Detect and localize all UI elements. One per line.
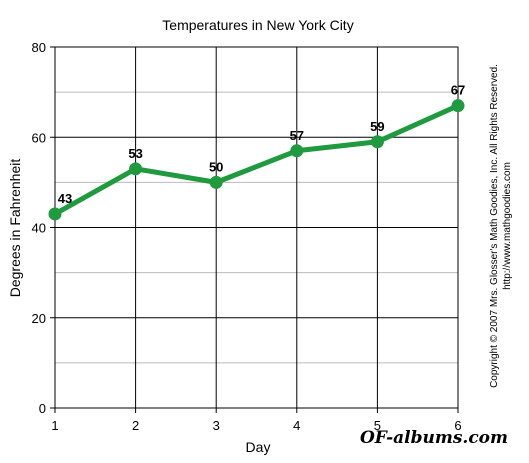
watermark: OF-albums.com (360, 428, 508, 448)
x-tick-label: 2 (132, 418, 139, 433)
data-label: 43 (58, 191, 72, 206)
data-label: 67 (451, 83, 465, 98)
y-tick-label: 40 (32, 221, 46, 236)
data-label: 53 (128, 146, 142, 161)
copyright-line-2: http://www.mathgoodies.com (502, 162, 513, 290)
data-point (290, 144, 304, 158)
series-line (52, 103, 461, 217)
data-label: 50 (209, 159, 223, 174)
copyright-line-1: Copyright © 2007 Mrs. Glosser's Math Goo… (489, 64, 500, 388)
x-axis-label: Day (246, 439, 271, 455)
x-tick-label: 3 (213, 418, 220, 433)
data-label: 57 (290, 128, 304, 143)
data-label: 59 (370, 119, 384, 134)
x-tick-label: 6 (454, 418, 461, 433)
y-tick-label: 20 (32, 311, 46, 326)
x-axis-ticks: 1 2 3 4 5 6 (51, 408, 462, 433)
x-tick-label: 5 (374, 418, 381, 433)
y-tick-label: 60 (32, 130, 46, 145)
y-tick-label: 80 (32, 40, 46, 55)
series-group: 43 53 50 57 59 67 (48, 83, 465, 221)
x-tick-label: 4 (293, 418, 300, 433)
data-point (129, 162, 143, 176)
data-point (48, 207, 62, 221)
y-axis-label: Degrees in Fahrenheit (7, 159, 23, 298)
data-point (451, 99, 465, 113)
x-tick-label: 1 (51, 418, 58, 433)
grid (54, 46, 459, 409)
data-point (209, 175, 223, 189)
data-point (370, 135, 384, 149)
chart-title: Temperatures in New York City (162, 17, 353, 33)
y-axis-ticks: 0 20 40 60 80 (32, 40, 55, 416)
y-tick-label: 0 (39, 401, 46, 416)
